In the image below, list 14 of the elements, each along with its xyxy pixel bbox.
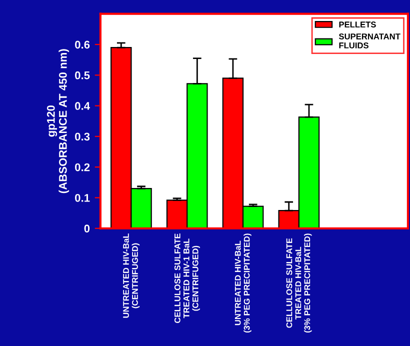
y-tick-label: 0.1 [75,194,90,202]
y-tick-label: 0.4 [75,102,90,110]
x-tick-label: CELLULOSE SULFATE TREATED HIV-1 BaL (CENTRIFUGED) [174,234,200,324]
x-tick-label: UNTREATED HIV-BaL (3% PEG PRECIPITATED) [234,234,252,333]
x-tick-label: CELLULOSE SULFATE TREATED HIV-BaL (3% PEG PRECIPITATED) [286,234,312,333]
y-axis-title: gp120 (ABSORBANCE AT 450 nm) [46,49,70,194]
y-tick-label: 0.2 [75,163,90,172]
y-tick-label: 0.3 [75,132,90,141]
y-tick-label: 0 [84,224,90,232]
y-tick-label: 0.5 [75,71,90,80]
x-tick-label: UNTREATED HIV-BaL (CENTRIFUGED) [123,233,140,318]
y-tick-label: 0.6 [75,40,90,49]
legend-label: PELLETS [339,22,376,28]
legend-label: SUPERNATANT FLUIDS [338,33,400,48]
